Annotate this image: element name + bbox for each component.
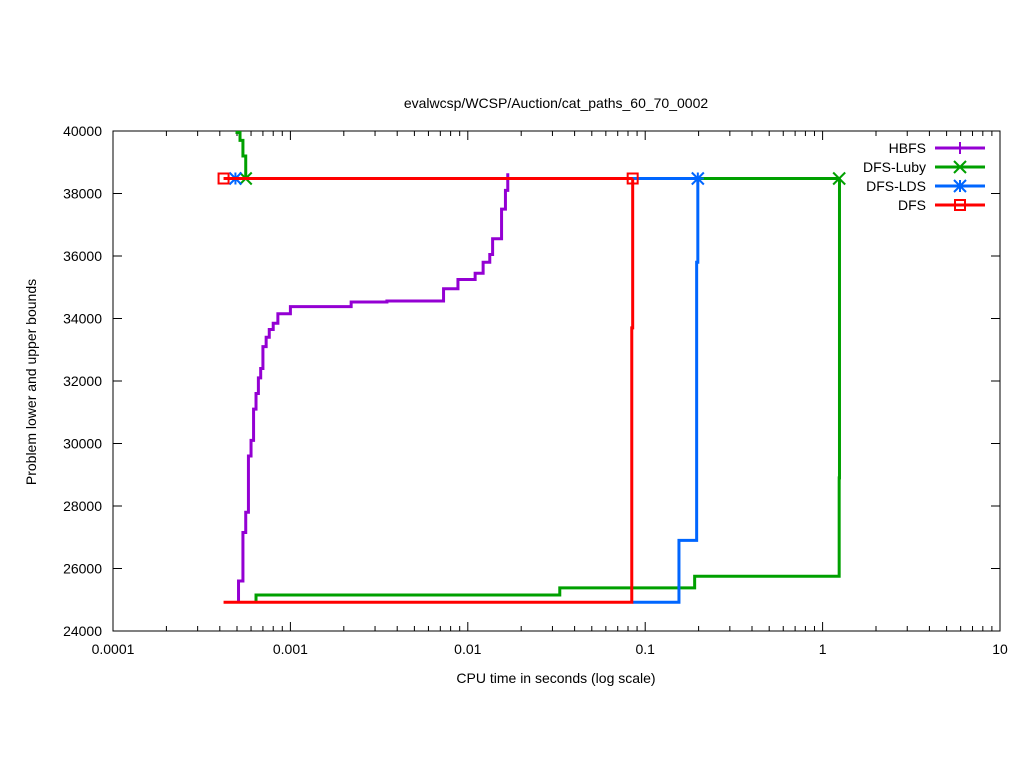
dfs-luby-lower-bound-line	[254, 178, 841, 603]
y-tick-label: 34000	[63, 311, 102, 327]
dfs-lower-bound-line	[223, 178, 635, 604]
dfs-lds-lower-bound-line	[632, 178, 700, 604]
hbfs-lower-bound-line	[237, 173, 510, 603]
x-tick-label: 0.01	[454, 641, 481, 657]
dfs-lds-marker	[691, 171, 705, 186]
legend-label-dfs-lds: DFS-LDS	[866, 178, 926, 194]
x-tick-label: 1	[819, 641, 827, 657]
dfs-luby-marker	[832, 171, 846, 186]
y-axis-label: Problem lower and upper bounds	[23, 279, 39, 485]
dfs-luby-upper-bound-line	[235, 131, 840, 180]
y-tick-label: 26000	[63, 561, 102, 577]
plot-area-frame	[112, 130, 1001, 632]
legend-marker-dfs-lds	[953, 179, 967, 193]
x-axis-label: CPU time in seconds (log scale)	[456, 670, 655, 686]
legend-marker-dfs-luby	[953, 160, 967, 174]
y-tick-label: 36000	[63, 248, 102, 264]
legend-marker-dfs	[954, 199, 966, 211]
y-tick-label: 24000	[63, 623, 102, 639]
legend: HBFS DFS-Luby DFS-LDS DFS	[863, 140, 985, 213]
x-tick-label: 0.0001	[92, 641, 135, 657]
x-tick-label: 0.1	[635, 641, 655, 657]
x-tick-label: 0.001	[273, 641, 308, 657]
y-tick-label: 28000	[63, 498, 102, 514]
dfs-marker	[217, 172, 230, 185]
y-tick-label: 38000	[63, 186, 102, 202]
y-tick-label: 40000	[63, 123, 102, 139]
y-tick-label: 32000	[63, 373, 102, 389]
y-tick-label: 30000	[63, 436, 102, 452]
legend-marker-hbfs	[954, 142, 966, 154]
chart-title: evalwcsp/WCSP/Auction/cat_paths_60_70_00…	[404, 95, 709, 111]
legend-label-hbfs: HBFS	[889, 140, 926, 156]
legend-label-dfs: DFS	[898, 197, 926, 213]
legend-label-dfs-luby: DFS-Luby	[863, 159, 926, 175]
x-tick-label: 10	[992, 641, 1008, 657]
dfs-marker	[626, 172, 639, 185]
